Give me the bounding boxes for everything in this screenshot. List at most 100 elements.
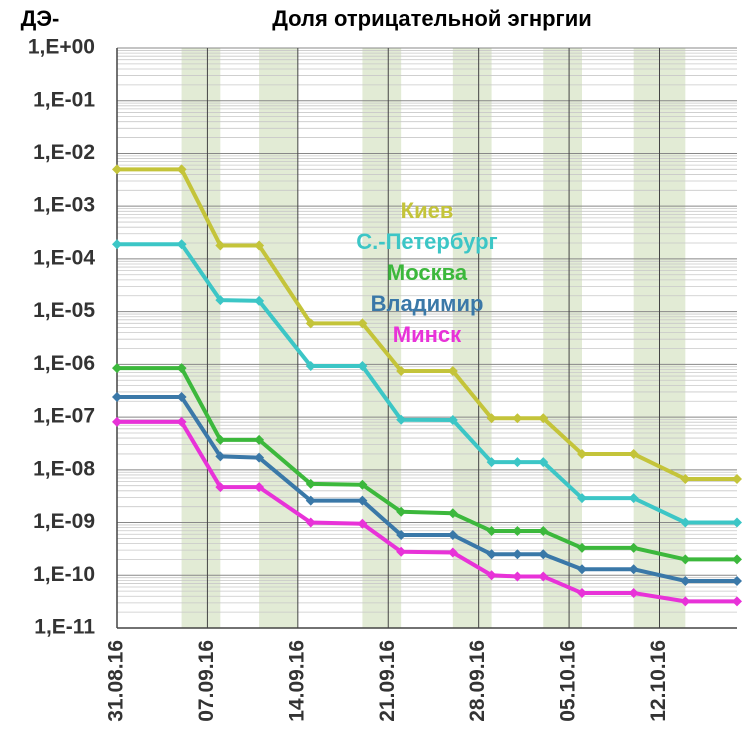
data-point [538, 413, 549, 424]
data-point [512, 457, 523, 468]
data-point [628, 542, 639, 553]
data-point [176, 392, 187, 403]
data-point [628, 493, 639, 504]
data-point [680, 575, 691, 586]
data-point [305, 318, 316, 329]
data-point [680, 596, 691, 607]
x-tick-label: 12.10.16 [647, 640, 670, 722]
data-point [305, 517, 316, 528]
data-point [357, 479, 368, 490]
data-point [112, 363, 122, 374]
y-tick-label: 1,E-03 [33, 194, 95, 217]
x-tick-label: 21.09.16 [376, 640, 399, 722]
data-point [357, 361, 368, 372]
data-point [486, 526, 497, 537]
data-point [254, 434, 265, 445]
data-point [486, 413, 497, 424]
x-tick-label: 07.09.16 [195, 640, 218, 722]
shaded-range [543, 48, 582, 628]
data-point [215, 295, 226, 306]
data-point [112, 164, 122, 175]
data-point [512, 571, 523, 582]
data-point [680, 517, 691, 528]
data-point [732, 554, 742, 565]
y-tick-label: 1,E-11 [34, 616, 95, 639]
data-point [305, 361, 316, 372]
data-point [486, 549, 497, 560]
data-point [577, 542, 587, 553]
y-axis-label: ДЭ- [21, 6, 60, 31]
data-point [396, 506, 407, 517]
data-point [447, 530, 458, 541]
data-point [732, 517, 742, 528]
data-point [254, 482, 265, 493]
data-point [396, 365, 407, 376]
data-point [538, 457, 549, 468]
data-point [176, 239, 187, 250]
y-tick-label: 1,E-08 [33, 457, 95, 480]
data-point [512, 526, 523, 537]
data-point [538, 571, 549, 582]
data-point [396, 530, 407, 541]
y-tick-label: 1,E-09 [33, 510, 95, 533]
data-point [512, 549, 523, 560]
data-point [396, 546, 407, 557]
data-point [215, 482, 226, 493]
data-point [254, 295, 265, 306]
data-point [628, 564, 639, 575]
data-point [628, 448, 639, 459]
data-point [486, 570, 497, 581]
x-tick-label: 14.09.16 [285, 640, 308, 722]
data-point [112, 416, 122, 427]
y-tick-label: 1,E+00 [28, 36, 95, 59]
legend-label: Владимир [371, 291, 484, 316]
data-point [538, 549, 549, 560]
data-point [357, 518, 368, 529]
data-point [112, 239, 122, 250]
data-point [112, 392, 122, 403]
data-point [447, 547, 458, 558]
data-point [732, 575, 742, 586]
data-point [680, 554, 691, 565]
data-point [732, 473, 742, 484]
data-point [680, 473, 691, 484]
shaded-range [259, 48, 298, 628]
data-point [538, 526, 549, 537]
data-point [305, 478, 316, 489]
data-point [447, 508, 458, 519]
x-tick-label: 05.10.16 [557, 640, 580, 722]
data-point [396, 414, 407, 425]
data-point [215, 451, 226, 462]
data-point [577, 588, 587, 599]
x-tick-label: 31.08.16 [105, 640, 128, 722]
data-point [357, 495, 368, 506]
data-point [577, 493, 587, 504]
y-tick-label: 1,E-07 [33, 405, 95, 428]
data-point [512, 413, 523, 424]
data-point [305, 495, 316, 506]
data-point [447, 415, 458, 426]
data-point [447, 365, 458, 376]
legend-label: Минск [393, 322, 462, 347]
data-point [254, 240, 265, 251]
legend-label: Киев [401, 198, 454, 223]
y-tick-label: 1,E-06 [33, 352, 95, 375]
y-tick-label: 1,E-10 [33, 563, 95, 586]
y-tick-label: 1,E-05 [33, 299, 95, 322]
data-point [254, 452, 265, 463]
x-tick-label: 28.09.16 [466, 640, 489, 722]
legend-label: С.-Петербург [356, 229, 497, 254]
data-point [176, 363, 187, 374]
y-tick-label: 1,E-04 [33, 246, 95, 269]
data-point [176, 416, 187, 427]
shaded-range [181, 48, 221, 628]
data-point [357, 318, 368, 329]
y-tick-label: 1,E-01 [33, 88, 95, 111]
data-point [215, 240, 226, 251]
shaded-range [452, 48, 492, 628]
y-tick-label: 1,E-02 [33, 141, 95, 164]
chart-title: Доля отрицательной эгнргии [272, 6, 592, 31]
data-point [215, 434, 226, 445]
data-point [628, 588, 639, 599]
